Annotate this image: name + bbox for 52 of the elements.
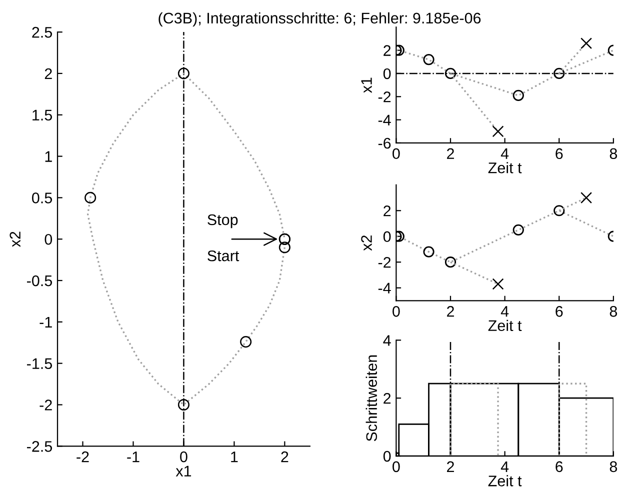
x-tick-label: 0 bbox=[392, 148, 400, 160]
x-tick-label: 0 bbox=[392, 461, 400, 472]
y-tick-label: 2 bbox=[384, 45, 391, 56]
y-tick-label: -2.5 bbox=[27, 441, 52, 452]
x-axis-title: Zeit t bbox=[488, 475, 522, 486]
x-axis-title: Zeit t bbox=[488, 320, 522, 332]
annotation: Start bbox=[208, 250, 240, 262]
y-tick-label: 2 bbox=[384, 205, 391, 216]
x-tick-label: 0 bbox=[392, 306, 400, 317]
y-tick-label: -2 bbox=[378, 91, 391, 102]
y-axis-title: x2 bbox=[10, 232, 20, 247]
x-tick-label: 6 bbox=[556, 306, 563, 317]
y-tick-label: -1.5 bbox=[27, 358, 52, 370]
x-tick-label: 4 bbox=[500, 306, 509, 317]
x-tick-label: 8 bbox=[610, 461, 618, 472]
x-axis-title: Zeit t bbox=[488, 162, 522, 174]
chart-title: (C3B); Integrationsschritte: 6; Fehler: 9.185e-06 bbox=[158, 12, 481, 27]
x-tick-label: 4 bbox=[500, 148, 509, 159]
x-tick-label: 6 bbox=[556, 148, 563, 160]
y-tick-label: 1.5 bbox=[32, 110, 52, 121]
y-axis-title: x1 bbox=[361, 78, 372, 93]
x-tick-label: 1 bbox=[231, 452, 238, 462]
y-tick-label: 0 bbox=[44, 234, 52, 245]
y-tick-label: 0.5 bbox=[32, 192, 52, 204]
x-tick-label: 8 bbox=[610, 306, 618, 317]
y-tick-label: -1 bbox=[40, 316, 52, 328]
x-tick-label: 2 bbox=[447, 461, 454, 472]
x-tick-label: 8 bbox=[610, 148, 618, 160]
x-tick-label: 4 bbox=[500, 461, 509, 472]
annotation: Stop bbox=[208, 214, 238, 228]
y-tick-label: 0 bbox=[383, 231, 391, 242]
y-tick-label: -2 bbox=[378, 256, 391, 268]
y-tick-label: -4 bbox=[378, 282, 391, 294]
y-axis-title: Schrittweiten bbox=[366, 355, 378, 442]
x-tick-label: 6 bbox=[556, 461, 563, 472]
y-axis-title: x2 bbox=[361, 236, 372, 251]
x-tick-label: 2 bbox=[447, 148, 454, 159]
x-tick-label: 2 bbox=[281, 451, 288, 462]
y-tick-label: -6 bbox=[378, 138, 391, 149]
x-tick-label: -1 bbox=[127, 452, 140, 462]
x-axis-title: x1 bbox=[176, 466, 192, 476]
y-tick-label: -4 bbox=[378, 114, 391, 126]
y-tick-label: -2 bbox=[40, 400, 52, 410]
y-tick-label: 2 bbox=[384, 392, 391, 404]
y-tick-label: -0.5 bbox=[27, 275, 52, 286]
y-tick-label: 4 bbox=[383, 335, 391, 346]
y-tick-label: 0 bbox=[383, 68, 391, 80]
x-tick-label: -2 bbox=[76, 451, 89, 462]
y-tick-label: 2 bbox=[44, 68, 52, 79]
x-tick-label: 0 bbox=[180, 451, 188, 462]
x-tick-label: 2 bbox=[447, 306, 454, 317]
y-tick-label: 2.5 bbox=[32, 26, 52, 38]
